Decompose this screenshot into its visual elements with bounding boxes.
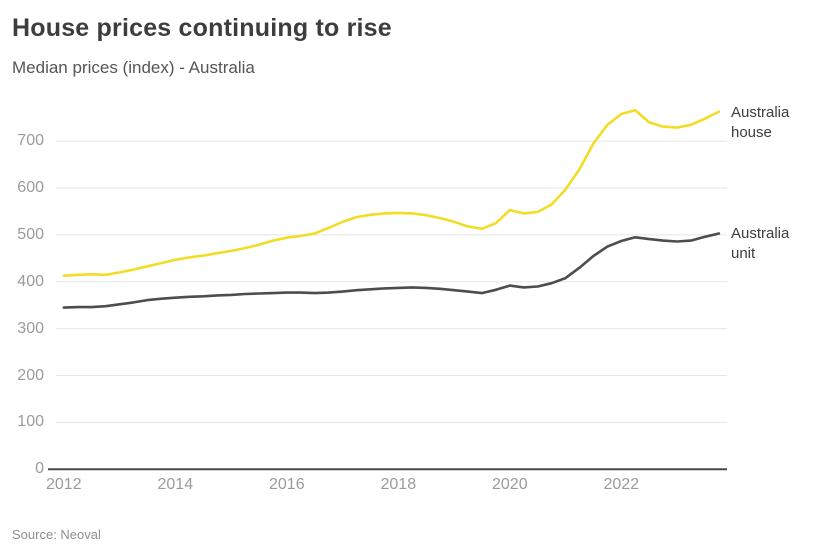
series-lines xyxy=(62,108,721,309)
series-line-house xyxy=(62,108,721,278)
y-tick-label: 200 xyxy=(17,366,44,384)
series-label-australia-house: Australia house xyxy=(731,103,790,141)
x-tick-label: 2016 xyxy=(269,476,305,493)
y-tick-label: 600 xyxy=(17,179,44,197)
series-label-australia-unit: Australia unit xyxy=(731,224,790,262)
chart-subtitle: Median prices (index) - Australia xyxy=(12,58,255,77)
x-tick-label: 2014 xyxy=(157,476,194,493)
y-tick-label: 300 xyxy=(17,319,44,337)
x-tick-label: 2020 xyxy=(492,476,528,493)
y-tick-label: 400 xyxy=(17,272,44,290)
gridlines xyxy=(56,140,727,423)
x-tick-label: 2022 xyxy=(603,476,640,493)
page-title: House prices continuing to rise xyxy=(12,14,392,42)
source-attribution: Source: Neoval xyxy=(12,527,101,542)
y-tick-label: 0 xyxy=(35,460,44,478)
y-tick-label: 700 xyxy=(17,132,44,150)
x-tick-label: 2012 xyxy=(46,476,82,493)
series-line-unit xyxy=(62,232,721,309)
x-tick-label: 2018 xyxy=(380,476,417,493)
y-tick-label: 500 xyxy=(17,225,44,243)
y-tick-label: 100 xyxy=(17,413,44,431)
